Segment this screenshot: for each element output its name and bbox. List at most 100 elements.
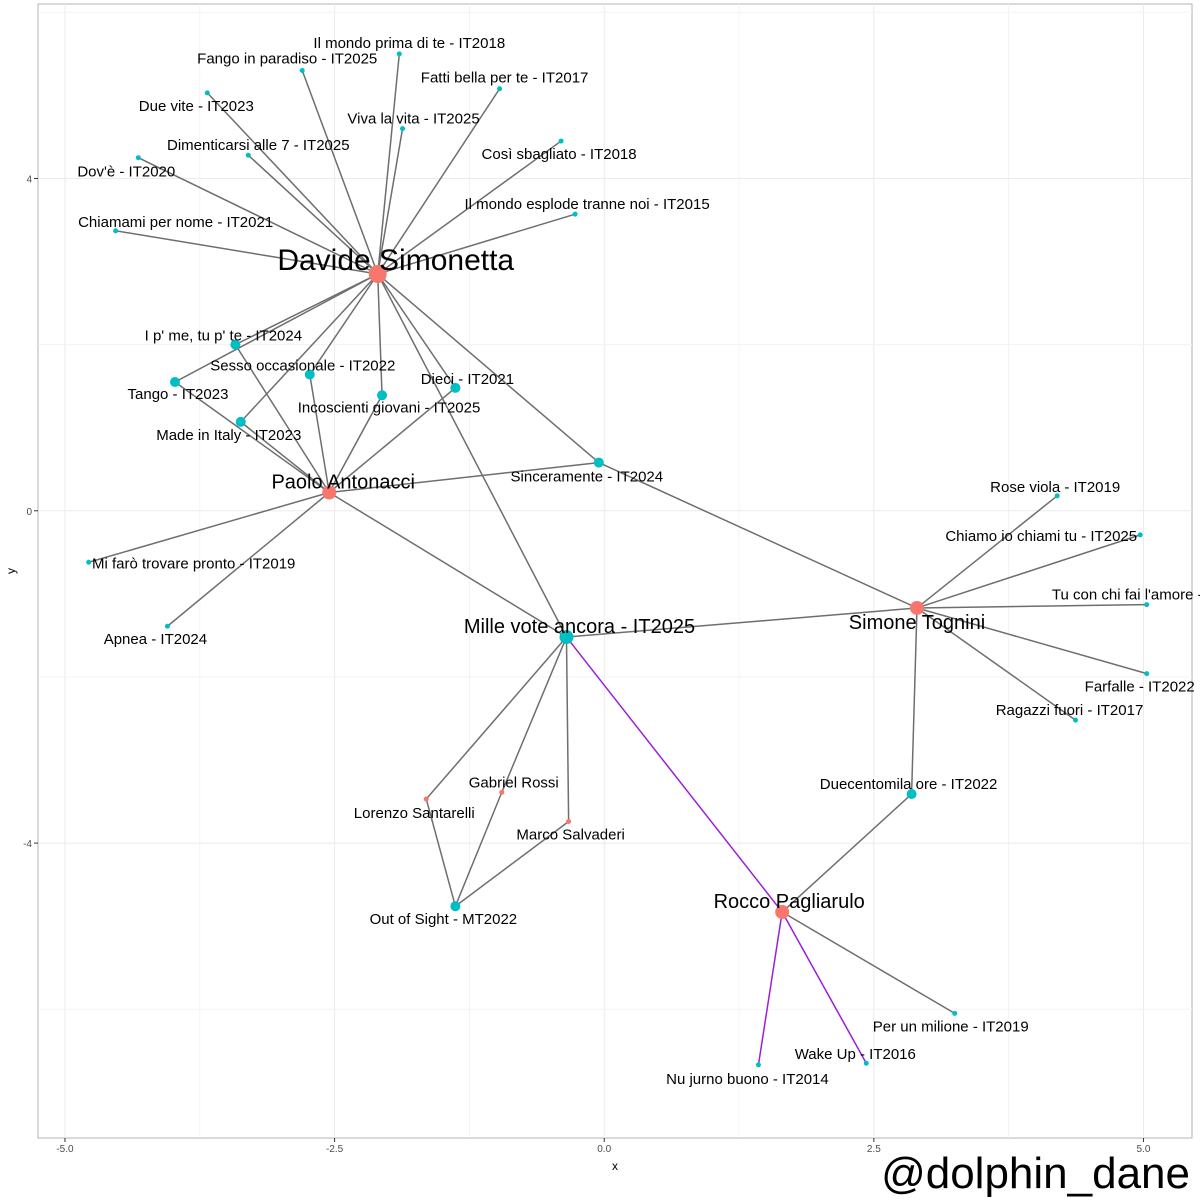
x-tick-label: 0.0 [597,1144,611,1155]
edge-paolo-dieci [328,387,456,494]
node-tuconchi [1144,602,1150,608]
edge-paolo-apnea [166,491,330,627]
edge-paolo-ipme [234,344,330,493]
node-chiamoio [1137,532,1143,538]
edge-paolo-incoscienti [328,394,383,493]
edge-davide-fatti [377,88,501,275]
y-axis-title: y [4,568,18,574]
label-lorenzo: Lorenzo Santarelli [354,805,475,822]
node-mifaro [86,559,92,565]
label-vivalavita: Viva la vita - IT2025 [347,111,479,128]
node-incoscienti [377,390,388,401]
edge-rocco-duecentomila [781,793,913,913]
node-tango [169,377,180,387]
edge-davide-sinceramente [377,273,600,464]
node-marco [566,818,572,824]
edge-davide-madeinitaly [240,273,379,423]
node-vivalavita [400,126,406,132]
label-madeinitaly: Made in Italy - IT2023 [156,427,301,444]
edge-simone-farfalle [916,607,1147,675]
edge-davide-duevite [206,92,379,275]
edge-simone-sinceramente [598,461,918,609]
y-tick-label: 0 [26,507,32,518]
label-dieci: Dieci - IT2021 [421,371,514,388]
edge-davide-mondoesplode [377,213,576,275]
edge-paolo-sinceramente [329,461,599,494]
edge-davide-ipme [235,273,379,346]
label-sinceramente: Sinceramente - IT2024 [511,469,664,486]
node-apnea [164,623,170,629]
edge-simone-duecentomila [910,607,918,795]
axis-ticks: -5.0 -2.5 0.0 2.5 5.0 4 0 -4 [23,174,1151,1155]
label-ragazzi: Ragazzi fuori - IT2017 [996,702,1144,719]
label-fatti: Fatti bella per te - IT2017 [421,70,589,87]
label-apnea: Apnea - IT2024 [104,631,207,648]
node-outofsight [450,901,461,912]
node-sinceramente [593,457,604,468]
node-chiamami [113,228,119,234]
edge-millevote-lorenzo [425,636,568,800]
edge-paolo-millevote [328,491,567,638]
edge-davide-incoscienti [376,273,383,396]
node-fango [299,67,305,73]
node-nujurno [755,1062,761,1068]
node-sesso [304,369,315,380]
node-farfalle [1144,671,1150,677]
edge-outofsight-lorenzo [425,798,457,907]
node-mondoesplode [572,211,578,217]
node-ragazzi [1073,717,1079,723]
label-tango: Tango - IT2023 [128,386,229,403]
node-mondoprima [396,51,402,57]
node-lorenzo [423,796,429,802]
label-sesso: Sesso occasionale - IT2022 [210,358,395,375]
node-gabriel [499,789,505,795]
label-perunmilione: Per un milione - IT2019 [873,1018,1029,1035]
edge-millevote-gabriel [501,636,568,793]
label-nujurno: Nu jurno buono - IT2014 [666,1071,829,1088]
node-cosi [558,138,564,144]
label-paolo: Paolo Antonacci [271,471,414,493]
label-tuconchi: Tu con chi fai l'amore - IT2025 [1052,587,1200,604]
node-millevote [559,630,574,645]
node-ipme [230,339,241,350]
nodes [86,51,1150,1068]
edge-davide-fango [301,70,379,275]
label-duecentomila: Duecentomila ore - IT2022 [820,776,998,793]
label-simone: Simone Tognini [849,612,985,634]
edge-paolo-sesso [309,374,330,493]
x-tick-label: 5.0 [1137,1144,1151,1155]
node-davide [368,265,387,283]
label-mondoesplode: Il mondo esplode tranne noi - IT2015 [465,196,710,213]
grid [38,4,1192,1138]
edge-simone-millevote [566,607,918,638]
edge-outofsight-marco [454,820,570,907]
highlight-edge-rocco-wakeup [781,911,867,1064]
label-mondoprima: Il mondo prima di te - IT2018 [313,35,505,52]
edge-simone-tuconchi [916,603,1147,609]
node-simone [909,600,924,615]
label-duevite: Due vite - IT2023 [139,98,254,115]
edge-simone-roseviola [916,495,1058,609]
edge-davide-dove [137,157,379,275]
edge-simone-chiamoio [916,534,1141,609]
highlight-edge-rocco-nujurno [757,911,783,1066]
edge-davide-dieci [377,273,457,389]
node-perunmilione [952,1010,958,1016]
credit-handle: @dolphin_dane [881,1149,1190,1198]
x-tick-label: 2.5 [867,1144,881,1155]
edge-davide-mondoprima [376,53,401,275]
edge-millevote-marco [565,637,570,822]
label-gabriel: Gabriel Rossi [469,774,559,791]
label-wakeup: Wake Up - IT2016 [795,1046,916,1063]
label-outofsight: Out of Sight - MT2022 [370,911,518,928]
edge-paolo-mifaro [88,491,330,563]
highlight-edge-rocco-millevote [565,636,783,913]
node-rocco [775,905,790,920]
x-axis-title: x [612,1159,618,1173]
edge-paolo-tango [174,381,330,494]
y-tick-label: 4 [26,174,32,185]
label-roseviola: Rose viola - IT2019 [990,479,1120,496]
label-marco: Marco Salvaderi [516,826,624,843]
edge-davide-dimenticarsi [247,154,379,275]
y-tick-label: -4 [23,839,32,850]
